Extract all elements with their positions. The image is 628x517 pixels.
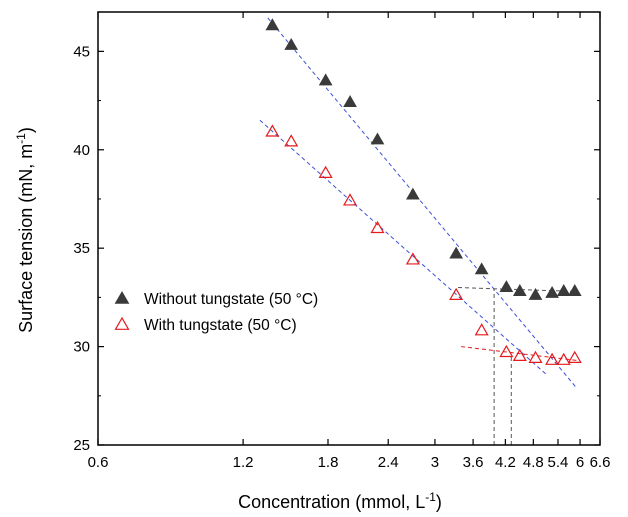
data-point-without-tungstate bbox=[265, 18, 280, 31]
fit-lines bbox=[259, 17, 577, 389]
y-tick-label: 30 bbox=[73, 339, 90, 356]
data-point-with-tungstate bbox=[318, 165, 333, 178]
legend-symbol-with-tungstate bbox=[114, 316, 130, 330]
data-point-without-tungstate bbox=[512, 284, 527, 296]
data-point-without-tungstate bbox=[318, 73, 333, 86]
y-tick-label: 35 bbox=[73, 240, 90, 257]
data-point-with-tungstate bbox=[556, 352, 571, 365]
data-point-without-tungstate bbox=[499, 280, 514, 293]
y-tick-label: 45 bbox=[73, 43, 90, 60]
data-point-with-tungstate bbox=[265, 124, 280, 137]
data-points bbox=[265, 18, 582, 365]
x-axis-title-sup: -1 bbox=[425, 490, 436, 504]
data-point-with-tungstate bbox=[449, 287, 464, 300]
data-point-without-tungstate bbox=[343, 95, 357, 108]
x-tick-label: 1.2 bbox=[233, 454, 254, 471]
axes: 0.6 1.2 1.8 2.4 3 3.6 4.2 4.8 5.4 6 6.6 25 30 35 40 45 bbox=[73, 11, 611, 471]
data-point-with-tungstate bbox=[370, 220, 385, 234]
fit-line bbox=[267, 17, 577, 389]
y-tick-label: 40 bbox=[73, 142, 90, 159]
data-point-without-tungstate bbox=[406, 187, 420, 200]
data-point-without-tungstate bbox=[545, 285, 559, 298]
data-point-with-tungstate bbox=[474, 323, 489, 336]
data-point-with-tungstate bbox=[499, 344, 514, 358]
x-tick-label: 1.8 bbox=[318, 454, 339, 471]
fit-line bbox=[259, 119, 547, 375]
data-point-with-tungstate bbox=[567, 350, 582, 363]
x-tick-label: 4.8 bbox=[523, 454, 544, 471]
data-point-without-tungstate bbox=[528, 287, 543, 300]
data-point-with-tungstate bbox=[343, 193, 358, 206]
data-point-without-tungstate bbox=[474, 262, 489, 275]
y-axis-title: Surface tension (mN, m-1) bbox=[14, 127, 36, 333]
fit-line bbox=[461, 346, 577, 361]
data-point-without-tungstate bbox=[567, 284, 582, 296]
data-point-without-tungstate bbox=[556, 284, 571, 296]
y-axis-title-sup: -1 bbox=[14, 133, 28, 144]
x-tick-label: 6 bbox=[576, 454, 584, 471]
x-tick-label: 0.6 bbox=[88, 454, 109, 471]
reference-lines bbox=[493, 289, 512, 445]
legend-label-without-tungstate: Without tungstate (50 °C) bbox=[144, 291, 318, 308]
x-tick-label: 3.6 bbox=[463, 454, 484, 471]
data-point-with-tungstate bbox=[284, 134, 299, 147]
x-tick-label: 3 bbox=[431, 454, 439, 471]
plot-frame bbox=[97, 11, 601, 446]
data-point-without-tungstate bbox=[449, 246, 464, 259]
legend-label-with-tungstate: With tungstate (50 °C) bbox=[144, 317, 297, 334]
data-point-without-tungstate bbox=[284, 37, 299, 50]
x-tick-label: 2.4 bbox=[378, 454, 399, 471]
data-point-with-tungstate bbox=[512, 348, 527, 361]
data-point-without-tungstate bbox=[370, 132, 385, 145]
x-tick-label: 6.6 bbox=[590, 454, 611, 471]
x-tick-label: 5.4 bbox=[548, 454, 569, 471]
x-axis-title: Concentration (mmol, L-1) bbox=[238, 490, 442, 512]
legend: Without tungstate (50 °C) With tungstate … bbox=[114, 290, 318, 334]
data-point-with-tungstate bbox=[528, 350, 543, 363]
y-tick-label: 25 bbox=[73, 437, 90, 454]
legend-symbol-without-tungstate bbox=[114, 290, 130, 304]
data-point-with-tungstate bbox=[545, 352, 560, 365]
data-point-with-tungstate bbox=[405, 252, 420, 265]
x-tick-label: 4.2 bbox=[495, 454, 516, 471]
